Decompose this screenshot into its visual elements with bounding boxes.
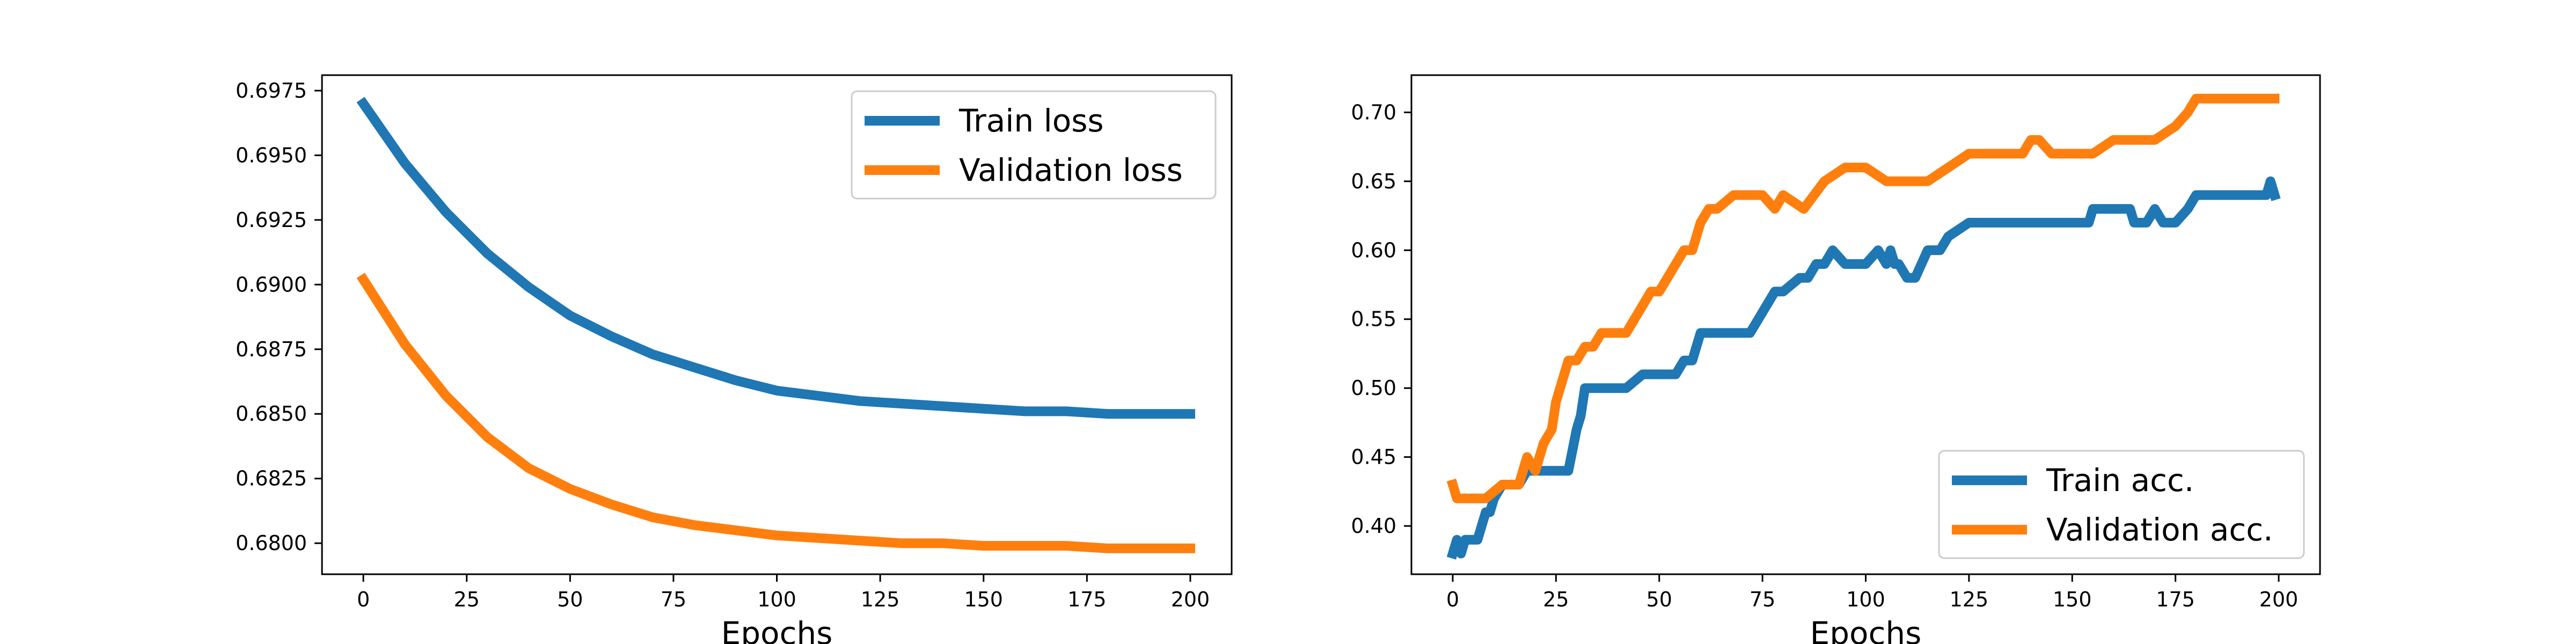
x-tick-label: 200 xyxy=(1171,588,1210,611)
y-tick-label: 0.6825 xyxy=(236,467,307,491)
loss-chart-panel: 0 25 50 75 100 125 150 175 200 0.6800 0.6825 0.6850… xyxy=(236,74,1233,644)
x-tick-label: 200 xyxy=(2259,588,2299,611)
x-tick-label: 175 xyxy=(1067,588,1107,611)
y-tick-label: 0.6900 xyxy=(236,273,307,296)
series-line-1 xyxy=(1446,93,2280,503)
x-axis-title: Epochs xyxy=(1810,615,1922,644)
x-tick-label: 25 xyxy=(1543,588,1569,611)
x-tick-label: 175 xyxy=(2156,588,2195,611)
x-tick-label: 150 xyxy=(2053,588,2092,611)
x-tick-label: 50 xyxy=(1646,588,1672,611)
y-tick-label: 0.60 xyxy=(1351,238,1396,262)
legend-label: Validation loss xyxy=(959,152,1183,188)
x-axis-title: Epochs xyxy=(721,615,833,644)
y-tick-label: 0.6850 xyxy=(236,402,307,426)
y-tick-label: 0.55 xyxy=(1351,308,1396,331)
legend-box xyxy=(1938,450,2305,559)
y-tick-label: 0.45 xyxy=(1351,445,1396,469)
y-tick-label: 0.40 xyxy=(1351,514,1396,538)
x-tick-label: 25 xyxy=(453,588,479,611)
y-tick-label: 0.70 xyxy=(1351,100,1396,124)
legend-label: Train loss xyxy=(958,103,1104,139)
series-line-1 xyxy=(356,273,1195,553)
y-tick-label: 0.6975 xyxy=(236,79,307,103)
y-tick-label: 0.6875 xyxy=(236,338,307,361)
x-tick-label: 125 xyxy=(1950,588,1989,611)
y-tick-label: 0.65 xyxy=(1351,170,1396,193)
y-tick-label: 0.6800 xyxy=(236,531,307,555)
x-tick-label: 125 xyxy=(861,588,900,611)
series-line-0 xyxy=(356,97,1195,419)
y-tick-label: 0.6950 xyxy=(236,143,307,167)
y-tick-label: 0.6925 xyxy=(236,208,307,232)
x-tick-label: 100 xyxy=(757,588,796,611)
x-tick-label: 150 xyxy=(964,588,1003,611)
x-tick-label: 100 xyxy=(1846,588,1885,611)
x-tick-label: 0 xyxy=(357,588,370,611)
accuracy-chart-panel: 0 25 50 75 100 125 150 175 200 0.40 0.45 0.50 0.55 0.… xyxy=(1351,74,2321,644)
x-tick-label: 75 xyxy=(661,588,686,611)
legend-label: Validation acc. xyxy=(2046,511,2273,548)
y-tick-label: 0.50 xyxy=(1351,376,1396,400)
x-tick-label: 0 xyxy=(1446,588,1459,611)
legend-box xyxy=(851,90,1217,200)
x-tick-label: 50 xyxy=(557,588,583,611)
legend-label: Train acc. xyxy=(2046,462,2194,499)
x-tick-label: 75 xyxy=(1750,588,1775,611)
